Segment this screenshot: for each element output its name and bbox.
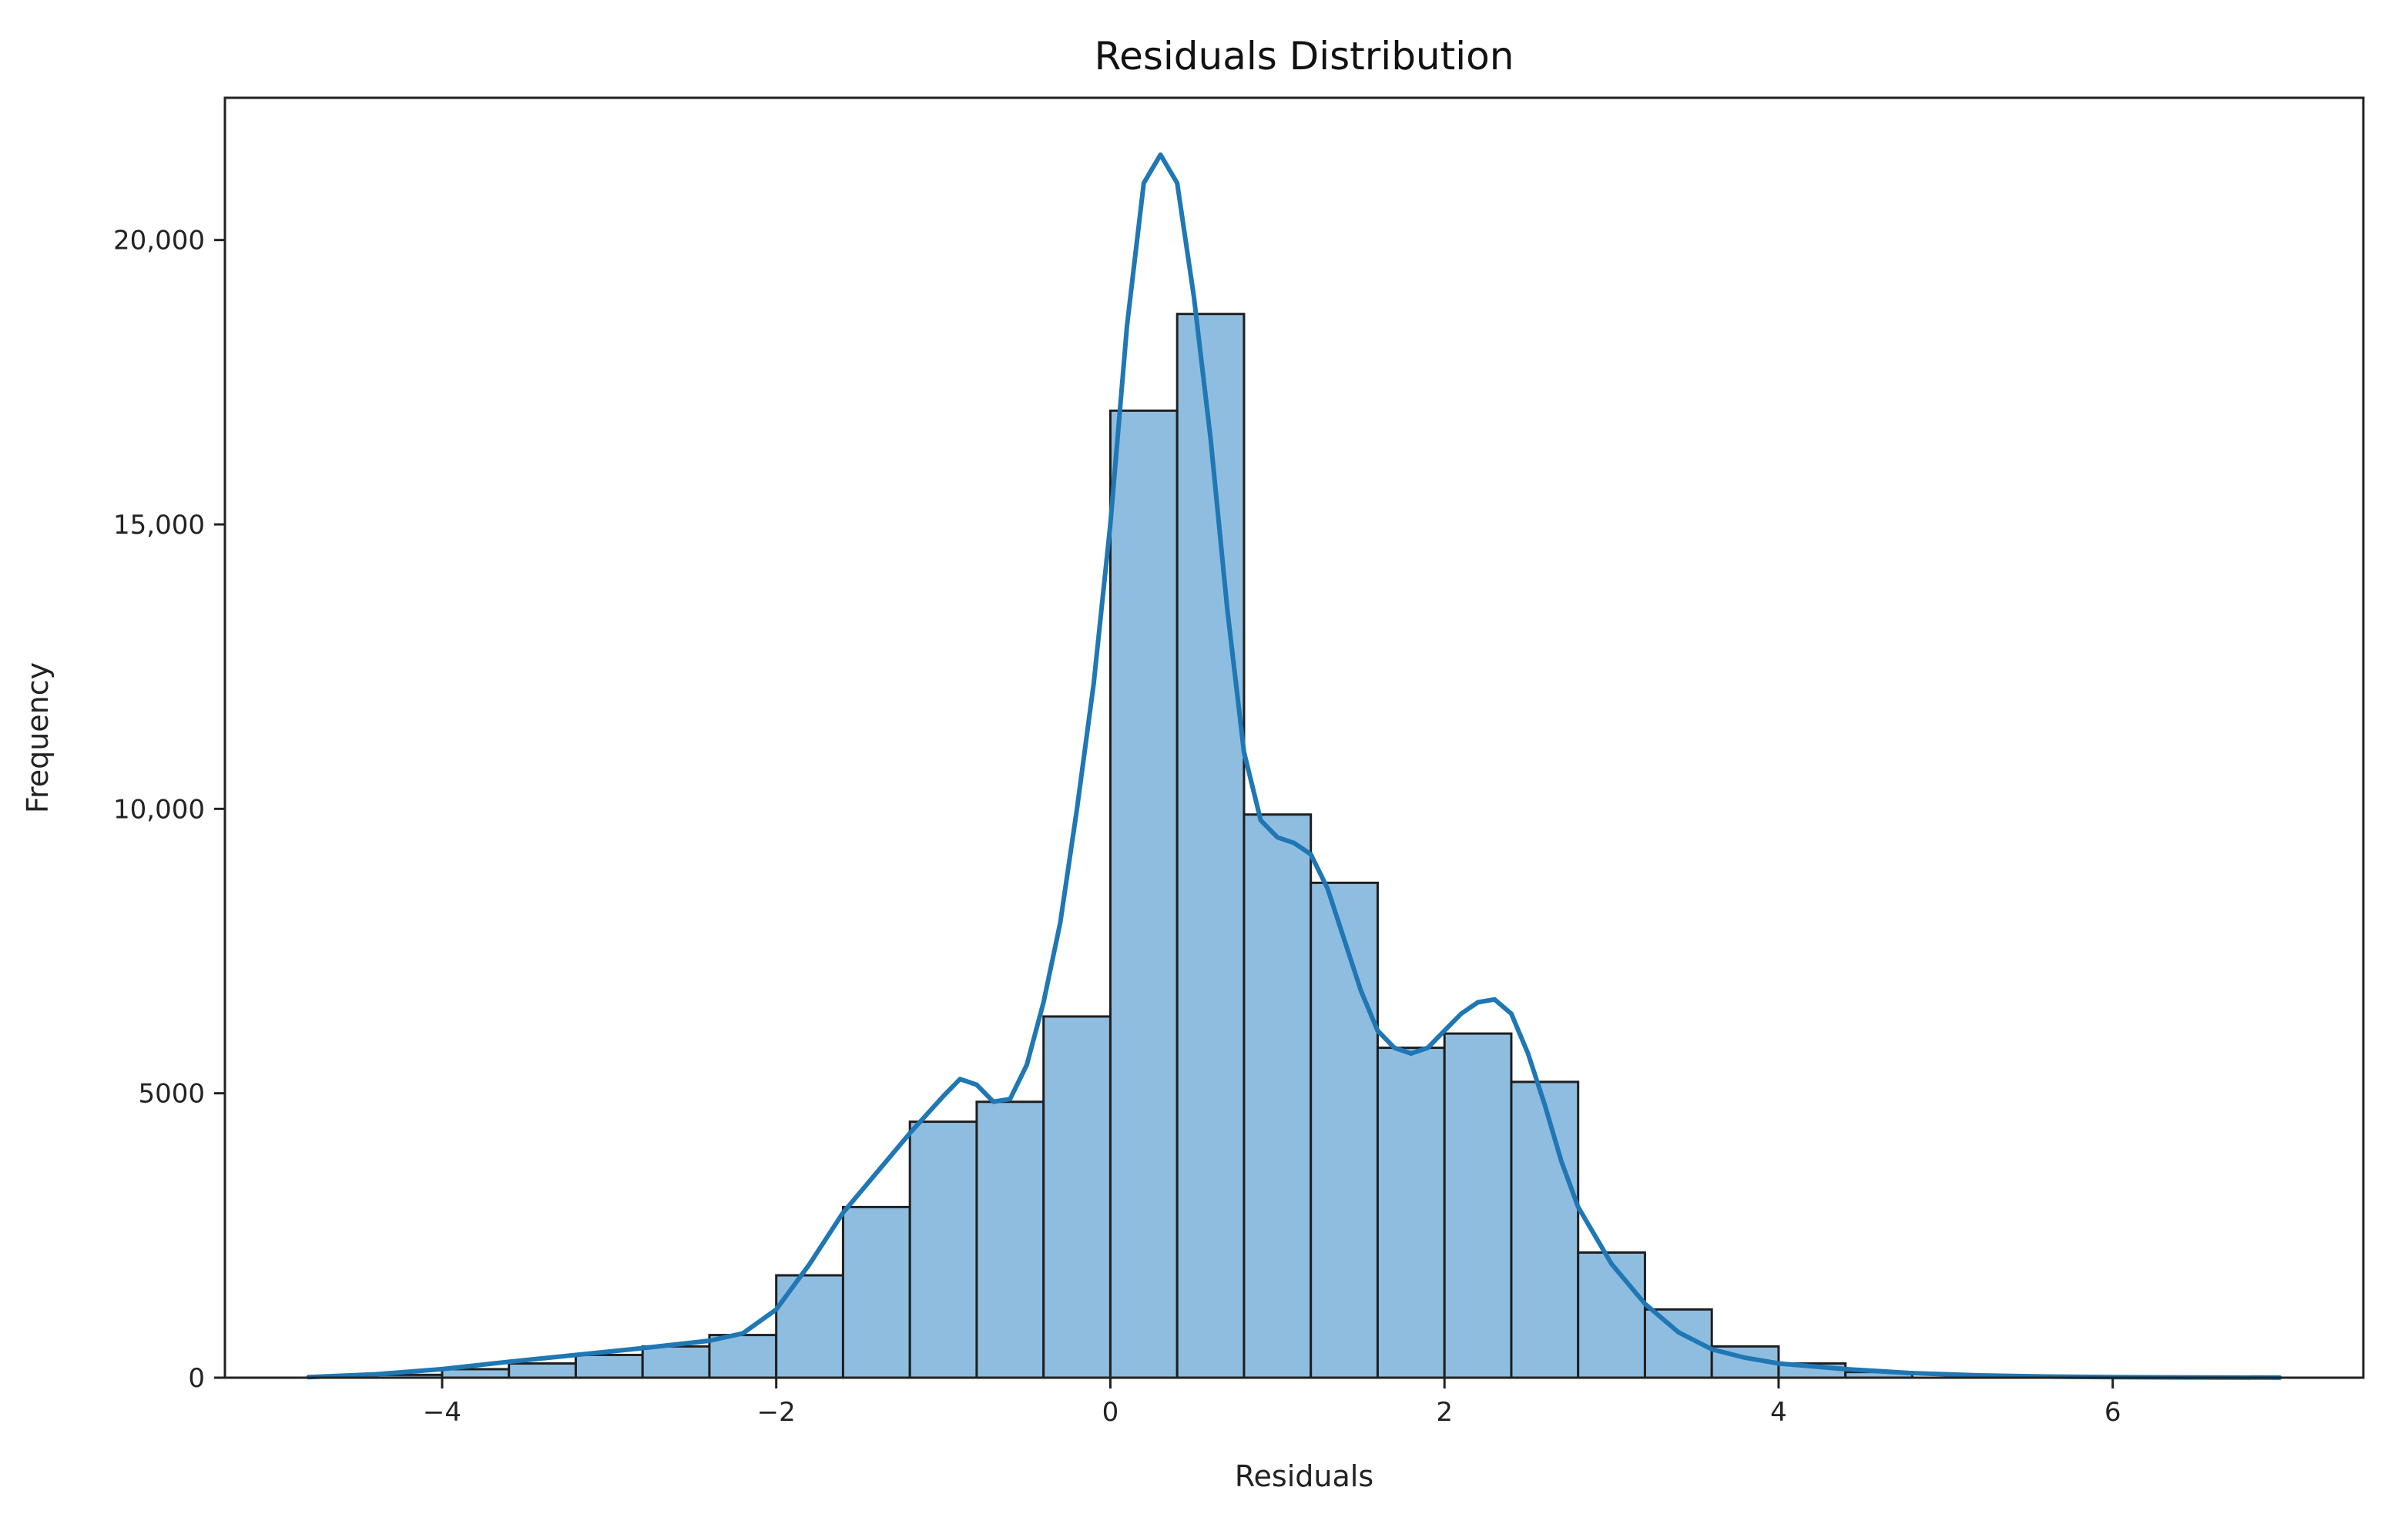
histogram-bar <box>1243 813 1313 1379</box>
histogram-bar <box>574 1353 644 1379</box>
histogram-bar <box>841 1205 911 1379</box>
kde-curve <box>306 152 2282 1380</box>
histogram-bar <box>1042 1015 1112 1379</box>
y-tick-label: 15,000 <box>113 510 205 541</box>
x-tick-label: 4 <box>1770 1397 1787 1428</box>
histogram-bar <box>1577 1251 1646 1379</box>
histogram-bar <box>775 1274 844 1379</box>
y-tick-label: 10,000 <box>113 794 205 825</box>
y-tick-label: 20,000 <box>113 226 205 256</box>
histogram-bar <box>508 1362 577 1379</box>
y-axis: 0 5000 10,000 15,000 20,000 <box>113 226 225 1394</box>
x-axis-label: Residuals <box>1235 1459 1373 1493</box>
y-tick-label: 5000 <box>138 1079 205 1110</box>
histogram-bar <box>1108 409 1179 1379</box>
histogram-bar <box>1443 1032 1513 1379</box>
histogram-bar <box>441 1368 511 1379</box>
plot-frame <box>223 96 2365 1379</box>
histogram-bars <box>374 313 1913 1379</box>
chart-title: Residuals Distribution <box>1095 34 1514 79</box>
histogram-bar <box>1510 1080 1580 1379</box>
x-tick-label: −2 <box>757 1397 796 1428</box>
x-tick-label: 6 <box>2104 1397 2121 1428</box>
histogram-bar <box>641 1345 711 1379</box>
y-axis-label: Frequency <box>21 662 55 813</box>
y-tick-label: 0 <box>188 1363 205 1394</box>
histogram-bar <box>1175 313 1246 1379</box>
histogram-bar <box>975 1100 1045 1379</box>
x-tick-label: 0 <box>1102 1397 1119 1428</box>
histogram-bar <box>708 1334 778 1379</box>
histogram-bar <box>1376 1047 1446 1379</box>
x-tick-label: 2 <box>1436 1397 1453 1428</box>
histogram-bar <box>1310 881 1379 1379</box>
x-tick-label: −4 <box>423 1397 461 1428</box>
histogram-bar <box>908 1120 978 1379</box>
x-axis: −4 −2 0 2 4 6 <box>423 1378 2121 1428</box>
